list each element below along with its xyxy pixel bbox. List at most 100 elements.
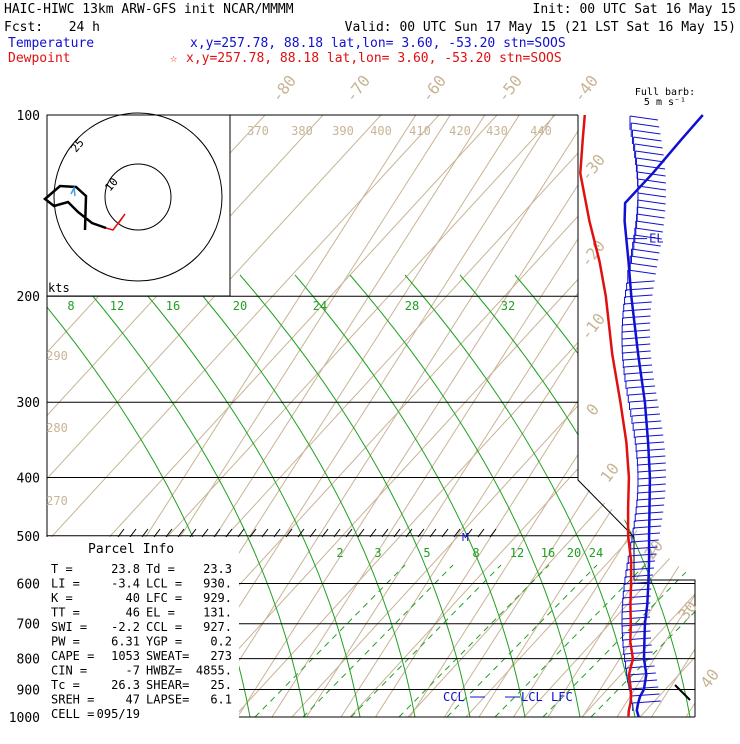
el-marker-label: EL [649, 232, 663, 246]
surface-barb-icon [675, 685, 690, 700]
isotherm-label: 0 [582, 400, 603, 419]
wind-barb-icon [633, 701, 661, 703]
parcel-row-label: T = [51, 562, 73, 576]
parcel-row-value: -7 [126, 664, 140, 678]
wind-barb-icon [636, 151, 664, 155]
pressure-tick-label: 300 [17, 396, 40, 411]
isotherm-line [341, 115, 726, 717]
theta-label: 440 [530, 124, 552, 138]
wind-barb-icon [632, 533, 660, 535]
theta-label: 290 [46, 349, 68, 363]
mixing-ratio-label: 28 [405, 299, 419, 313]
parcel-info-title: Parcel Info [88, 542, 174, 557]
wind-barb-unit: 5 m s⁻¹ [644, 97, 686, 108]
wind-barb-icon [623, 316, 651, 318]
fcst-label: Fcst: [4, 20, 43, 35]
isotherm-line [686, 115, 740, 717]
parcel-row-value: 40 [126, 591, 140, 605]
wind-barb-icon [637, 491, 665, 493]
theta-label: 380 [291, 124, 313, 138]
wind-barb-icon [637, 456, 665, 458]
parcel-row-label: YGP = [146, 635, 182, 649]
wind-barb-icon [628, 673, 656, 675]
wind-barb-icon [623, 309, 651, 311]
theta-label: 280 [46, 421, 68, 435]
isotherm-label: -10 [576, 309, 609, 343]
wind-barb-icon [637, 449, 665, 451]
isotherm-label: -20 [576, 236, 609, 270]
wind-barb-icon [627, 386, 655, 388]
mixing-ratio-label: 32 [501, 299, 515, 313]
wind-barb-icon [638, 477, 666, 479]
parcel-row-value: -2.2 [111, 620, 140, 634]
hodograph-units: kts [48, 281, 70, 295]
wind-barb-icon [629, 680, 657, 682]
parcel-row-label: Td = [146, 562, 175, 576]
isotherm-label: 10 [596, 459, 623, 486]
lcl-marker-label: LCL [521, 690, 543, 704]
wind-barb-icon [636, 158, 664, 162]
theta-label: 390 [332, 124, 354, 138]
wind-barb-icon [638, 186, 666, 190]
temperature-label: Temperature [8, 36, 94, 51]
fcst-value: 24 h [69, 20, 100, 35]
wind-barb-icon [624, 365, 652, 367]
wind-barb-icon [638, 179, 666, 183]
init-time: Init: 00 UTC Sat 16 May 15 [533, 2, 737, 17]
theta-label: 400 [370, 124, 392, 138]
moist-adiabat-line [240, 275, 470, 717]
parcel-row-value: 131. [203, 606, 232, 620]
wind-barb-icon [632, 694, 660, 696]
parcel-row-label: CCL = [146, 620, 182, 634]
mixing-ratio-label: 20 [233, 299, 247, 313]
parcel-row-label: SWEAT= [146, 649, 189, 663]
isotherm-label: -40 [569, 71, 602, 105]
isotherm-label: -70 [341, 71, 374, 105]
theta-label: 420 [449, 124, 471, 138]
mixing-ratio-label: 20 [567, 546, 581, 560]
pressure-tick-label: 500 [17, 530, 40, 545]
wind-barb-icon [638, 463, 666, 465]
theta-label: 270 [46, 494, 68, 508]
parcel-row-label: PW = [51, 635, 80, 649]
dewpoint-marker-icon: ☆ [170, 51, 177, 65]
parcel-row-value: 46 [126, 606, 140, 620]
isotherm-label: 30 [674, 597, 701, 624]
parcel-row-label: Tc = [51, 678, 80, 692]
wind-barb-icon [625, 652, 653, 654]
mixing-ratio-line [351, 565, 501, 717]
parcel-row-label: HWBZ= [146, 664, 182, 678]
isotherm-label: -80 [267, 71, 300, 105]
wind-barb-icon [637, 207, 665, 211]
isotherm-label: -50 [493, 71, 526, 105]
mixing-ratio-label: 8 [67, 299, 74, 313]
wind-barb-icon [637, 214, 665, 218]
wind-barb-icon [629, 263, 657, 267]
parcel-row-value: 23.8 [111, 562, 140, 576]
wind-barb-icon [635, 435, 663, 437]
theta-label: 370 [247, 124, 269, 138]
mixing-ratio-label: 24 [589, 546, 603, 560]
wind-barb-icon [638, 484, 666, 486]
wind-barb-icon [631, 249, 659, 253]
pressure-tick-label: 900 [17, 683, 40, 698]
mixing-ratio-label: 12 [110, 299, 124, 313]
m-marker-label: M [462, 531, 469, 544]
theta-label: 410 [409, 124, 431, 138]
mixing-ratio-line [255, 565, 405, 717]
isotherm-line [721, 115, 740, 717]
wind-barb-icon [632, 130, 660, 134]
parcel-row-label: LCL = [146, 577, 182, 591]
model-title: HAIC-HIWC 13km ARW-GFS init NCAR/MMMM [4, 2, 294, 17]
valid-time: Valid: 00 UTC Sun 17 May 15 (21 LST Sat … [345, 20, 736, 35]
pressure-tick-label: 1000 [9, 711, 40, 726]
wind-barb-icon [634, 137, 662, 141]
parcel-row-label: LAPSE= [146, 693, 189, 707]
parcel-row-value: 23.3 [203, 562, 232, 576]
parcel-row-label: LI = [51, 577, 80, 591]
isotherm-line [514, 115, 740, 717]
isotherm-label: -60 [417, 71, 450, 105]
isotherm-label: 40 [696, 665, 723, 692]
wind-barb-icon [630, 256, 658, 260]
